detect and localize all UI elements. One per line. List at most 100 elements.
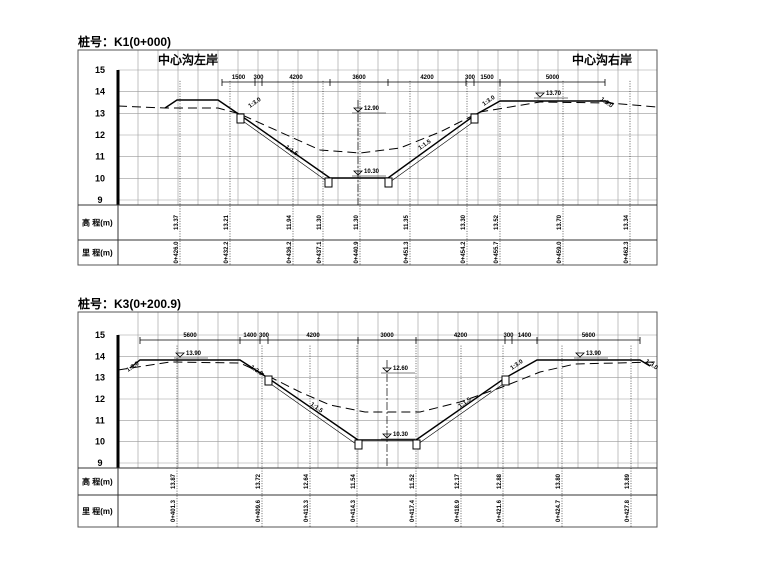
elevation-value: 13.80	[556, 473, 562, 489]
mileage-value: 0+451.3	[404, 241, 410, 264]
toe-block	[324, 177, 333, 188]
water-level-label: 10.30	[393, 432, 409, 438]
dimension-label: 3600	[352, 75, 366, 81]
y-tick-label: 12	[95, 130, 105, 140]
section-title: 桩号：K3(0+200.9)	[78, 296, 181, 311]
elevation-value: 11.52	[410, 473, 416, 488]
water-level-label: 13.70	[546, 91, 562, 97]
lining-line	[417, 381, 507, 445]
mileage-value: 0+455.7	[494, 241, 500, 264]
frame	[77, 49, 658, 266]
mileage-value: 0+413.3	[304, 499, 310, 522]
water-level-icon	[535, 92, 545, 98]
table-row-label: 高 程(m)	[82, 218, 113, 228]
y-tick-label: 9	[97, 458, 102, 468]
water-level-label: 12.60	[393, 366, 409, 372]
dimension-label: 300	[259, 333, 270, 339]
mileage-value: 0+459.0	[557, 241, 563, 264]
section-title: 桩号：K1(0+000)	[78, 34, 171, 49]
mileage-value: 0+418.9	[455, 499, 461, 522]
elevation-value: 13.70	[557, 214, 563, 230]
elevation-value: 13.87	[171, 473, 177, 489]
y-tick-label: 10	[95, 437, 105, 447]
table-row-label: 高 程(m)	[82, 477, 113, 487]
elevation-value: 12.64	[304, 473, 310, 489]
slope-label: 1:3.0	[510, 358, 525, 371]
y-tick-label: 14	[95, 351, 105, 361]
mileage-value: 0+462.3	[624, 241, 630, 264]
elevation-value: 12.17	[455, 473, 461, 489]
mileage-value: 0+401.3	[171, 499, 177, 522]
mileage-value: 0+414.3	[351, 499, 357, 522]
design-profile	[129, 359, 651, 441]
toe-block	[470, 113, 479, 124]
lining-line	[267, 381, 357, 445]
toe-block	[354, 439, 363, 450]
y-tick-label: 14	[95, 87, 105, 97]
toe-block	[412, 439, 421, 450]
dimension-label: 3000	[380, 333, 394, 339]
ground-line	[117, 101, 658, 154]
elevation-value: 11.94	[287, 214, 293, 229]
mileage-value: 0+454.2	[461, 241, 467, 264]
water-level-label: 13.90	[186, 351, 202, 357]
dimension-label: 5600	[183, 333, 197, 339]
dimension-label: 5600	[582, 333, 596, 339]
y-tick-label: 15	[95, 65, 105, 75]
right-bank-label: 中心沟右岸	[572, 52, 632, 67]
y-tick-label: 10	[95, 173, 105, 183]
elevation-value: 12.88	[497, 473, 503, 489]
lining-line	[389, 119, 477, 183]
elevation-value: 11.54	[351, 473, 357, 488]
toe-block	[384, 177, 393, 188]
elevation-value: 11.35	[404, 214, 410, 229]
y-tick-label: 11	[95, 415, 105, 425]
ground-line	[117, 361, 658, 413]
table-row-label: 里 程(m)	[82, 248, 113, 258]
elevation-value: 13.21	[224, 214, 230, 230]
water-level-label: 13.90	[586, 351, 602, 357]
elevation-value: 11.30	[354, 214, 360, 229]
dimension-label: 5000	[546, 75, 560, 81]
mileage-value: 0+424.7	[556, 499, 562, 522]
elevation-value: 11.30	[317, 214, 323, 229]
dimension-label: 4200	[420, 75, 434, 81]
y-tick-label: 11	[95, 152, 105, 162]
elevation-value: 13.37	[174, 214, 180, 230]
mileage-value: 0+409.6	[256, 499, 262, 522]
dimension-label: 1400	[243, 333, 257, 339]
lining-line	[239, 118, 329, 183]
elevation-value: 13.34	[624, 214, 630, 230]
dimension-label: 300	[503, 333, 514, 339]
table-row-label: 里 程(m)	[82, 506, 113, 516]
elevation-value: 13.52	[494, 214, 500, 230]
section-k1: 15 14 13 12 11 10 9 高 程(m) 里 程(m) 1500 300 4200 3600…	[77, 34, 658, 266]
mileage-value: 0+436.2	[287, 241, 293, 264]
y-tick-label: 15	[95, 330, 105, 340]
elevation-value: 13.89	[625, 473, 631, 489]
mileage-value: 0+421.6	[497, 499, 503, 522]
mileage-value: 0+437.1	[317, 241, 323, 264]
design-profile	[164, 99, 615, 179]
dimension-label: 1400	[518, 333, 532, 339]
mileage-value: 0+427.8	[625, 499, 631, 522]
frame	[77, 311, 658, 528]
elevation-value: 13.30	[461, 214, 467, 230]
elevation-value: 13.72	[256, 473, 262, 489]
dimension-label: 4200	[306, 333, 320, 339]
y-tick-label: 13	[95, 373, 105, 383]
dimension-label: 4200	[289, 75, 303, 81]
mileage-value: 0+426.0	[174, 241, 180, 264]
mileage-value: 0+440.9	[354, 241, 360, 264]
dimension-label: 300	[465, 75, 476, 81]
mileage-value: 0+417.4	[410, 499, 416, 522]
toe-block	[501, 375, 510, 386]
y-tick-label: 9	[97, 195, 102, 205]
dimension-label: 300	[253, 75, 264, 81]
dimension-label: 1500	[480, 75, 494, 81]
left-bank-label: 中心沟左岸	[158, 52, 218, 67]
dimension-label: 1500	[232, 75, 246, 81]
water-level-label: 10.30	[364, 169, 380, 175]
